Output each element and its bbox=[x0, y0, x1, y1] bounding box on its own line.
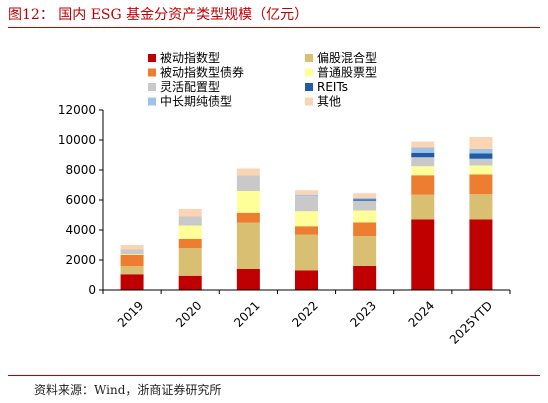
x-tick-label-2021: 2021 bbox=[231, 298, 262, 329]
bar-2025ytd-series-3 bbox=[469, 165, 493, 175]
legend-label-3: 普通股票型 bbox=[317, 66, 377, 80]
figure-title: 图12： 国内 ESG 基金分资产类型规模（亿元） bbox=[8, 7, 309, 23]
x-tick-label-2024: 2024 bbox=[406, 298, 437, 329]
bar-2023-series-7 bbox=[353, 193, 377, 198]
bar-2025ytd-series-5 bbox=[469, 153, 493, 159]
bar-2020-series-1 bbox=[178, 248, 202, 276]
bar-2021-series-4 bbox=[236, 175, 260, 191]
legend-label-4: 灵活配置型 bbox=[160, 80, 220, 94]
y-tick-label: 4000 bbox=[65, 223, 96, 237]
bar-2023-series-5 bbox=[353, 199, 377, 201]
bar-2025ytd-series-0 bbox=[469, 219, 493, 290]
bar-2021-series-3 bbox=[236, 191, 260, 213]
bar-2022-series-3 bbox=[295, 211, 318, 227]
bar-2019-series-2 bbox=[120, 254, 144, 266]
bar-2022-series-7 bbox=[295, 190, 318, 195]
bar-2023-series-1 bbox=[353, 236, 377, 266]
title-divider bbox=[8, 27, 540, 28]
bar-2022-series-6 bbox=[295, 194, 318, 197]
legend-label-0: 被动指数型 bbox=[160, 50, 220, 65]
bar-2019-series-3 bbox=[120, 254, 144, 255]
legend-swatch-7 bbox=[305, 97, 313, 106]
bar-2022-series-2 bbox=[295, 226, 318, 235]
bar-2024-series-6 bbox=[411, 147, 435, 153]
bar-2021-series-2 bbox=[236, 212, 260, 223]
bar-2024-series-2 bbox=[411, 175, 435, 195]
x-tick-label-2023: 2023 bbox=[347, 298, 378, 329]
bar-2025ytd-series-7 bbox=[469, 137, 493, 149]
y-tick-label: 0 bbox=[88, 283, 96, 297]
x-tick-label-2025ytd: 2025YTD bbox=[447, 298, 495, 346]
footer-divider bbox=[8, 375, 540, 376]
bar-2023-series-2 bbox=[353, 222, 377, 236]
y-tick-label: 10000 bbox=[58, 133, 96, 147]
bar-2025ytd-series-1 bbox=[469, 194, 493, 220]
bar-2022-series-4 bbox=[295, 196, 318, 212]
bar-2025ytd-series-2 bbox=[469, 174, 493, 194]
y-tick-label: 12000 bbox=[58, 103, 96, 117]
bar-2023-series-0 bbox=[353, 266, 377, 290]
y-tick-label: 8000 bbox=[65, 163, 96, 177]
bar-2019-series-4 bbox=[120, 249, 144, 254]
bar-2020-series-3 bbox=[178, 225, 202, 239]
legend-label-5: REITs bbox=[317, 80, 348, 94]
legend-swatch-2 bbox=[148, 68, 156, 77]
bar-2023-series-4 bbox=[353, 200, 377, 211]
bar-2021-series-0 bbox=[236, 269, 260, 290]
legend-swatch-5 bbox=[305, 83, 313, 91]
x-tick-label-2022: 2022 bbox=[289, 298, 320, 329]
bar-2021-series-7 bbox=[236, 168, 260, 176]
legend-label-2: 被动指数型债券 bbox=[160, 65, 244, 80]
bar-2022-series-0 bbox=[295, 270, 318, 290]
legend-swatch-3 bbox=[305, 68, 313, 77]
bar-2019-series-1 bbox=[120, 266, 144, 275]
bar-2023-series-6 bbox=[353, 197, 377, 200]
bar-area bbox=[120, 137, 493, 290]
legend-swatch-1 bbox=[305, 54, 313, 62]
bar-2024-series-7 bbox=[411, 141, 435, 148]
bar-2020-series-4 bbox=[178, 216, 202, 226]
bar-2024-series-3 bbox=[411, 166, 435, 176]
bar-2023-series-3 bbox=[353, 210, 377, 223]
legend-label-1: 偏股混合型 bbox=[317, 50, 377, 65]
bar-2024-series-5 bbox=[411, 152, 435, 158]
bar-2020-series-2 bbox=[178, 239, 202, 248]
legend-swatch-4 bbox=[148, 83, 156, 91]
bar-2019-series-7 bbox=[120, 245, 144, 250]
x-tick-label-2019: 2019 bbox=[115, 298, 146, 329]
legend-swatch-0 bbox=[148, 54, 156, 62]
y-tick-label: 2000 bbox=[65, 253, 96, 267]
bar-2025ytd-series-4 bbox=[469, 158, 493, 166]
legend-label-7: 其他 bbox=[317, 95, 341, 109]
bar-2025ytd-series-6 bbox=[469, 149, 493, 154]
x-tick-label-2020: 2020 bbox=[173, 298, 204, 329]
bar-2024-series-1 bbox=[411, 194, 435, 220]
legend-swatch-6 bbox=[148, 97, 156, 106]
bar-2019-series-0 bbox=[120, 274, 144, 290]
y-axis: 0 2000 4000 6000 8000 10000 12000 bbox=[58, 103, 104, 297]
bar-2024-series-4 bbox=[411, 157, 435, 167]
bar-2024-series-0 bbox=[411, 219, 435, 290]
bar-2022-series-1 bbox=[295, 234, 318, 271]
y-tick-label: 6000 bbox=[65, 193, 96, 207]
x-axis: 2019 2020 2021 2022 2023 2024 2025YTD bbox=[102, 289, 511, 347]
bar-2021-series-1 bbox=[236, 222, 260, 269]
legend-label-6: 中长期纯债型 bbox=[160, 94, 232, 109]
bar-2020-series-7 bbox=[178, 209, 202, 217]
bar-2020-series-0 bbox=[178, 275, 202, 290]
source-note: 资料来源：Wind，浙商证券研究所 bbox=[34, 383, 222, 397]
